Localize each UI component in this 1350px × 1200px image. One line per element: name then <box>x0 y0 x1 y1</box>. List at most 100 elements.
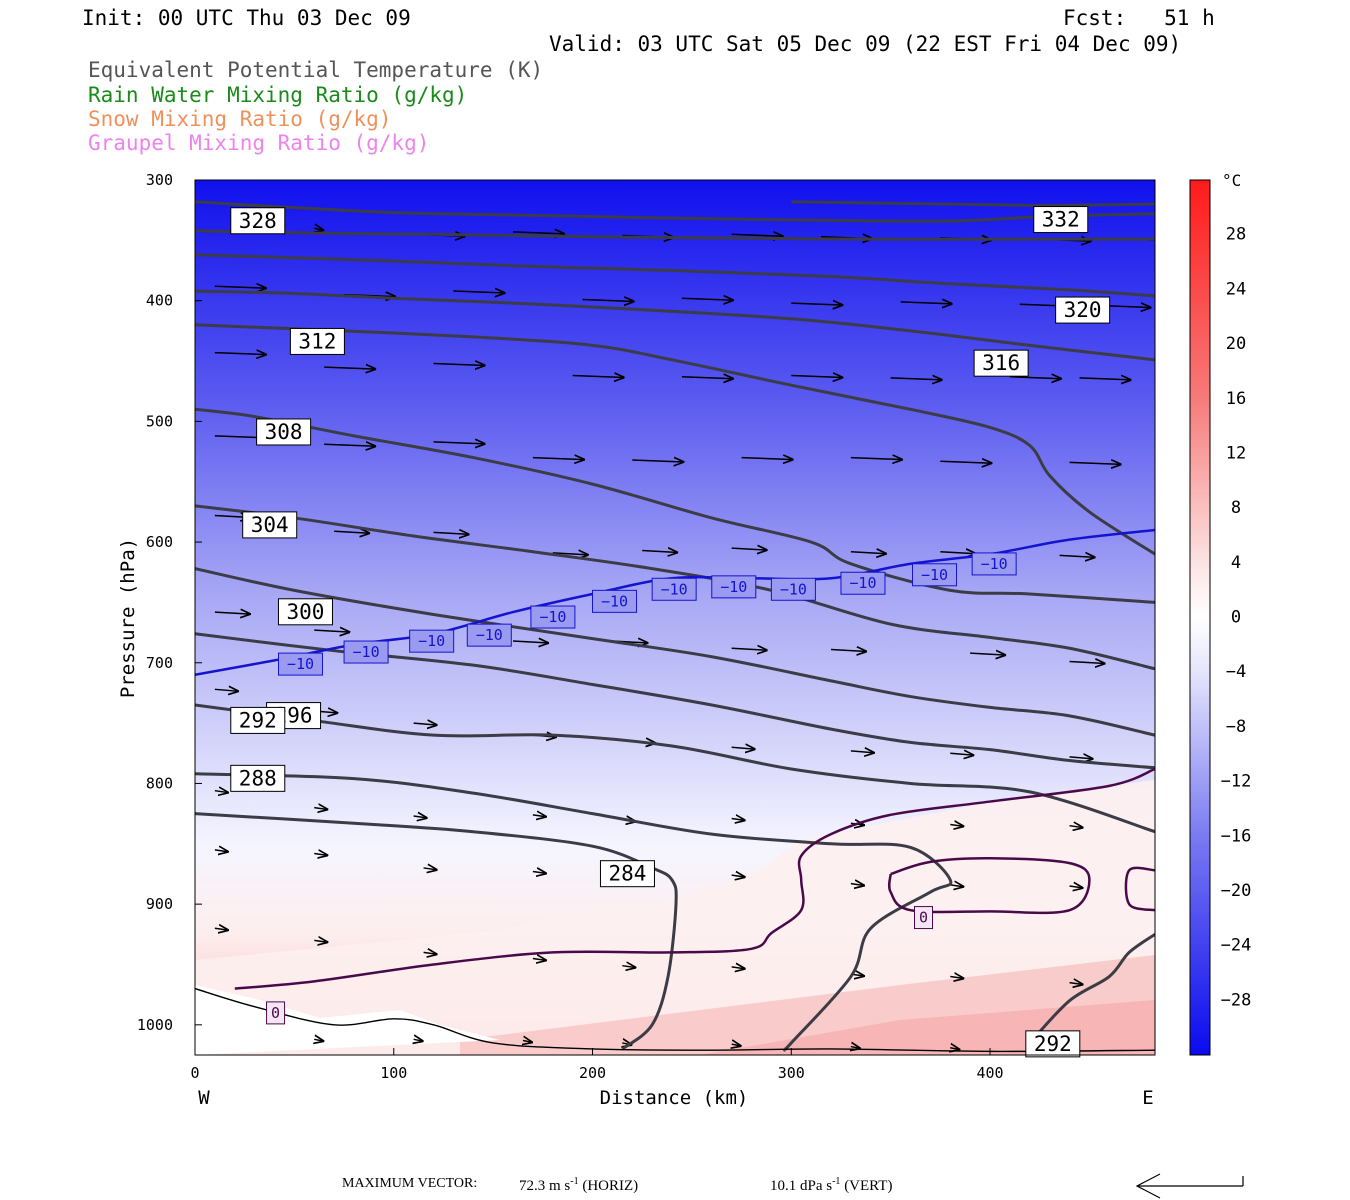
contour-label: 284 <box>608 862 646 886</box>
colorbar-tick-label: −24 <box>1221 936 1252 956</box>
colorbar-tick-label: 20 <box>1226 334 1246 354</box>
wind-vector <box>433 532 470 534</box>
wind-vector <box>314 228 324 230</box>
wind-vector <box>214 850 229 852</box>
field-label-graupel: Graupel Mixing Ratio (g/kg) <box>88 131 430 155</box>
theta-e-line-324 <box>195 229 1155 241</box>
valid-time: Valid: 03 UTC Sat 05 Dec 09 (22 EST Fri … <box>549 32 1182 56</box>
x-axis-west-label: W <box>198 1087 210 1109</box>
wind-vector <box>1009 377 1062 379</box>
y-tick-label-700: 700 <box>146 654 173 672</box>
init-time: Init: 00 UTC Thu 03 Dec 09 <box>82 6 411 30</box>
vert-exponent: -1 <box>832 1176 841 1187</box>
contour-label-box <box>1025 1030 1081 1058</box>
isotherm-label: −10 <box>287 655 314 673</box>
wind-vector <box>1069 757 1094 759</box>
contour-label: 332 <box>1042 208 1080 232</box>
wind-vector <box>632 460 684 462</box>
wind-vector <box>622 966 636 968</box>
wind-vector <box>731 648 768 650</box>
isotherm-label-box <box>971 552 1017 576</box>
wind-vector <box>532 458 585 460</box>
contour-label-box <box>1033 206 1089 234</box>
wind-vector <box>423 952 438 954</box>
y-axis-title: Pressure (hPa) <box>117 538 139 698</box>
contour-label: 304 <box>251 513 289 537</box>
horiz-vector-text: 72.3 m s-1 (HORIZ) <box>519 1176 638 1195</box>
x-tick-label-0: 0 <box>190 1064 199 1082</box>
wind-vector <box>731 747 756 749</box>
y-tick-label-300: 300 <box>146 171 173 189</box>
wind-vector <box>523 1041 533 1043</box>
theta-e-line-288 <box>195 772 953 1052</box>
isotherm-label-box <box>651 577 697 601</box>
wind-vector <box>1079 378 1131 380</box>
wind-vector <box>642 551 678 553</box>
contour-label: 312 <box>298 329 336 353</box>
x-tick-label-200: 200 <box>579 1064 606 1082</box>
colorbar-tick-label: 4 <box>1231 553 1241 573</box>
contour-label-box <box>289 327 345 355</box>
isotherm-label: −10 <box>418 632 445 650</box>
wind-vector <box>950 824 964 826</box>
vert-value: 10.1 dPa s <box>770 1178 833 1194</box>
theta-e-line-320 <box>195 253 1155 298</box>
isotherm-label: −10 <box>539 608 566 626</box>
isotherm-label-box <box>711 575 757 599</box>
colorbar-tick-label: 28 <box>1226 225 1246 245</box>
wind-vector <box>731 967 746 969</box>
wind-vector <box>731 234 784 236</box>
colorbar-tick-label: −16 <box>1221 826 1252 846</box>
contour-labels: 328 332320316312308304300296292288284292−… <box>230 206 1111 1058</box>
colorbar-tick-label: 24 <box>1226 279 1246 299</box>
isotherm-label-box <box>592 589 638 613</box>
wind-vector <box>732 1044 742 1046</box>
colorbar-tick-label: −28 <box>1221 990 1252 1010</box>
vert-unit: (VERT) <box>840 1178 893 1194</box>
theta-e-line-312 <box>195 323 1155 556</box>
isotherm-label-box <box>343 640 389 664</box>
wind-vector <box>1069 826 1084 828</box>
wind-vector <box>950 753 974 755</box>
wind-vector <box>970 653 1006 655</box>
freezing-loop-label-box <box>914 906 934 930</box>
freezing-loop-right <box>1124 866 1155 912</box>
theta-e-line-292 <box>1028 933 1155 1044</box>
wind-vector <box>1059 555 1096 557</box>
wind-vector <box>314 808 328 810</box>
wind-vector <box>314 630 350 632</box>
wind-vector <box>214 791 229 793</box>
x-axis-east-label: E <box>1142 1087 1153 1109</box>
wind-vector <box>940 552 976 554</box>
isotherm-label-box <box>912 563 958 587</box>
isotherm-label-box <box>277 652 323 676</box>
y-tick-label-400: 400 <box>146 292 173 310</box>
y-tick-label-500: 500 <box>146 412 173 430</box>
max-vector-arrow <box>1135 1173 1244 1199</box>
contour-label: 300 <box>287 600 325 624</box>
isotherm-label-box <box>840 571 886 595</box>
y-tick-label-600: 600 <box>146 533 173 551</box>
isotherm-label: −10 <box>921 566 948 584</box>
theta-e-line-300 <box>195 567 1155 737</box>
wind-vector <box>324 367 376 369</box>
plot-frame <box>194 179 1156 1056</box>
contour-label-box <box>230 207 286 235</box>
theta-e-line-332 <box>791 200 1155 207</box>
wind-vector <box>950 1048 960 1050</box>
isotherm-label-box <box>409 629 455 653</box>
colorbar-tick-label: −8 <box>1226 717 1246 737</box>
wind-vector <box>1069 662 1106 664</box>
wind-vector <box>214 689 239 691</box>
wind-vector <box>512 641 549 643</box>
wind-vector <box>413 816 428 818</box>
contour-label: 292 <box>239 708 277 732</box>
x-axis-title: Distance (km) <box>600 1087 749 1109</box>
field-label-theta-e: Equivalent Potential Temperature (K) <box>88 58 544 82</box>
colorbar-tick-label: −12 <box>1221 772 1252 792</box>
wind-vector <box>850 884 865 886</box>
contour-label-box <box>1055 296 1111 324</box>
wind-vector <box>850 552 887 554</box>
temperature-shading <box>195 180 1155 1055</box>
wind-vector <box>890 378 943 380</box>
